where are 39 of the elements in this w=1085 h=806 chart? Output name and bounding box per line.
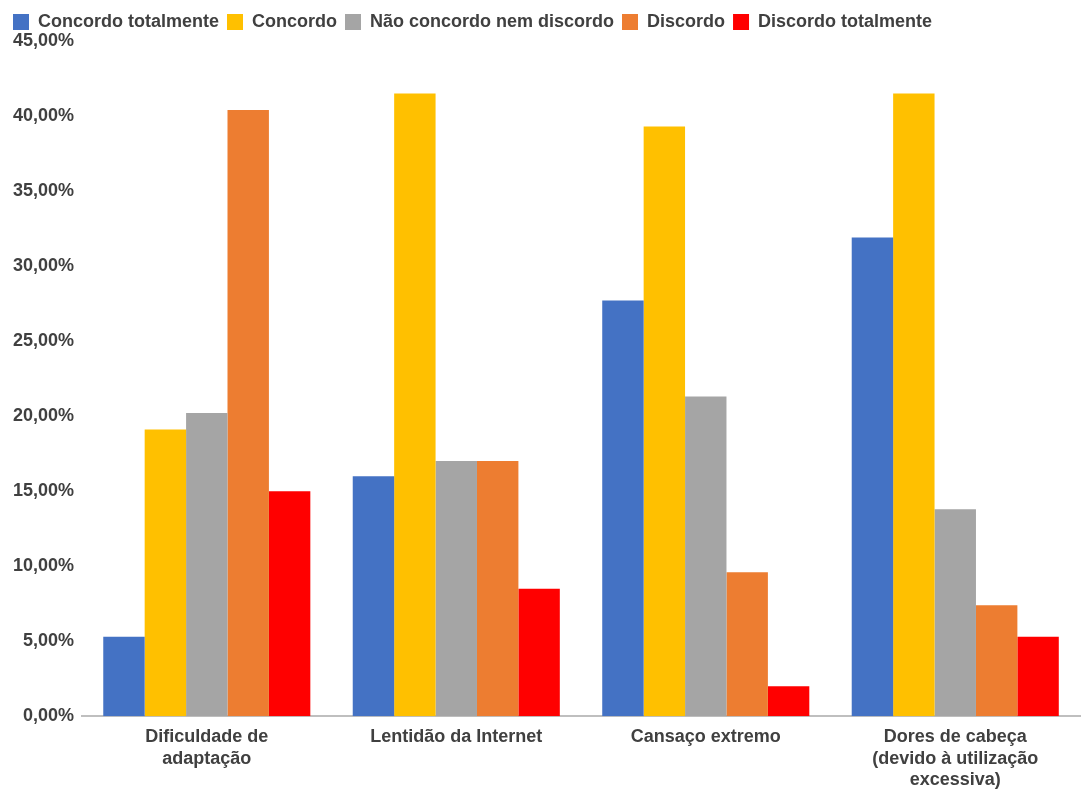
legend-label: Concordo bbox=[252, 10, 337, 31]
legend-label: Não concordo nem discordo bbox=[369, 10, 615, 31]
bar bbox=[476, 461, 519, 717]
x-tick-label: Lentidão da Internet bbox=[370, 725, 543, 746]
bar bbox=[1017, 636, 1059, 717]
legend-label: Discordo bbox=[647, 10, 726, 31]
bar bbox=[435, 461, 477, 717]
y-tick-label: 20,00% bbox=[12, 405, 75, 426]
y-tick-label: 30,00% bbox=[12, 255, 75, 276]
bar bbox=[518, 588, 560, 717]
bar bbox=[685, 396, 727, 717]
y-tick-label: 40,00% bbox=[12, 104, 75, 125]
y-tick-label: 10,00% bbox=[12, 555, 75, 576]
bar bbox=[394, 93, 436, 717]
y-tick-label: 45,00% bbox=[12, 29, 75, 50]
bar bbox=[643, 126, 686, 717]
bar bbox=[352, 476, 395, 717]
bar bbox=[227, 110, 269, 717]
legend-label: Discordo totalmente bbox=[758, 10, 933, 31]
bar bbox=[186, 413, 228, 717]
bar bbox=[726, 572, 768, 717]
bar bbox=[975, 605, 1018, 717]
y-tick-label: 15,00% bbox=[12, 480, 75, 501]
y-tick-label: 5,00% bbox=[23, 630, 75, 651]
bar bbox=[268, 491, 311, 717]
legend-label: Concordo totalmente bbox=[38, 10, 220, 31]
x-tick-label: Dores de cabeça (devido à utilização excessiva) bbox=[872, 725, 1039, 790]
y-tick-label: 0,00% bbox=[23, 705, 75, 726]
bar bbox=[893, 93, 935, 717]
bar bbox=[934, 509, 976, 717]
y-tick-label: 25,00% bbox=[12, 330, 75, 351]
y-tick-label: 35,00% bbox=[12, 180, 75, 201]
bar bbox=[103, 636, 145, 717]
x-tick-label: Cansaço extremo bbox=[630, 725, 781, 746]
bar bbox=[144, 429, 187, 717]
bar bbox=[851, 237, 894, 717]
x-tick-label: Dificuldade de adaptação bbox=[145, 725, 269, 768]
bar bbox=[767, 686, 810, 717]
bar bbox=[602, 300, 644, 717]
